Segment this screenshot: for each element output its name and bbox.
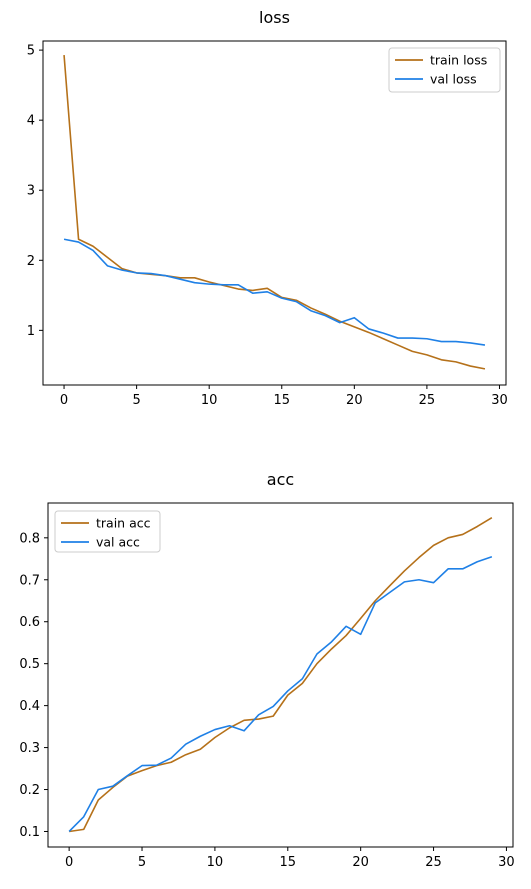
acc-y-tick-label: 0.2 xyxy=(19,783,40,798)
acc-y-tick-label: 0.3 xyxy=(19,741,40,756)
acc-legend-label: val acc xyxy=(96,535,140,550)
acc-x-tick-label: 5 xyxy=(138,855,146,870)
acc-x-tick-label: 10 xyxy=(207,855,224,870)
loss-series-val-loss xyxy=(63,238,486,346)
loss-y-tick-label: 2 xyxy=(27,254,35,269)
acc-chart-title: acc xyxy=(267,470,294,489)
loss-y-tick-label: 1 xyxy=(27,324,35,339)
loss-y-tick-label: 3 xyxy=(27,184,35,199)
loss-legend-label: train loss xyxy=(430,53,487,68)
loss-x-tick-label: 25 xyxy=(419,393,436,408)
loss-x-tick-label: 15 xyxy=(273,393,290,408)
acc-x-tick-label: 25 xyxy=(425,855,442,870)
acc-axes-frame xyxy=(47,502,514,848)
acc-y-tick-label: 0.7 xyxy=(19,573,40,588)
acc-x-tick-label: 20 xyxy=(352,855,369,870)
loss-chart-title: loss xyxy=(259,8,290,27)
acc-y-tick-label: 0.1 xyxy=(19,825,40,840)
loss-x-tick-label: 30 xyxy=(491,393,508,408)
loss-y-tick-label: 4 xyxy=(27,114,35,129)
acc-series-val-acc xyxy=(68,555,493,833)
loss-axes-frame xyxy=(42,40,507,386)
loss-chart: loss 0 5 10 15 20 25 30 1 2 3 4 5 train loss val loss xyxy=(27,8,508,408)
acc-x-tick-label: 15 xyxy=(280,855,297,870)
acc-y-tick-label: 0.5 xyxy=(19,657,40,672)
loss-y-tick-label: 5 xyxy=(27,44,35,59)
loss-series-train-loss xyxy=(63,54,486,370)
acc-x-tick-label: 0 xyxy=(65,855,73,870)
acc-series-train-acc xyxy=(69,516,493,833)
loss-x-tick-label: 5 xyxy=(132,393,140,408)
acc-y-tick-label: 0.8 xyxy=(19,531,40,546)
acc-legend-label: train acc xyxy=(96,516,151,531)
acc-y-tick-label: 0.4 xyxy=(19,699,40,714)
acc-y-tick-label: 0.6 xyxy=(19,615,40,630)
loss-x-tick-label: 0 xyxy=(60,393,68,408)
loss-x-tick-label: 10 xyxy=(201,393,218,408)
acc-x-tick-label: 30 xyxy=(498,855,515,870)
loss-legend xyxy=(388,47,501,93)
loss-x-tick-label: 20 xyxy=(346,393,363,408)
acc-chart: acc 0 5 10 15 20 25 30 0.1 0.2 0.3 0.4 0.5 0.6 0.7 0.8… xyxy=(19,470,514,870)
loss-legend-label: val loss xyxy=(430,72,477,87)
